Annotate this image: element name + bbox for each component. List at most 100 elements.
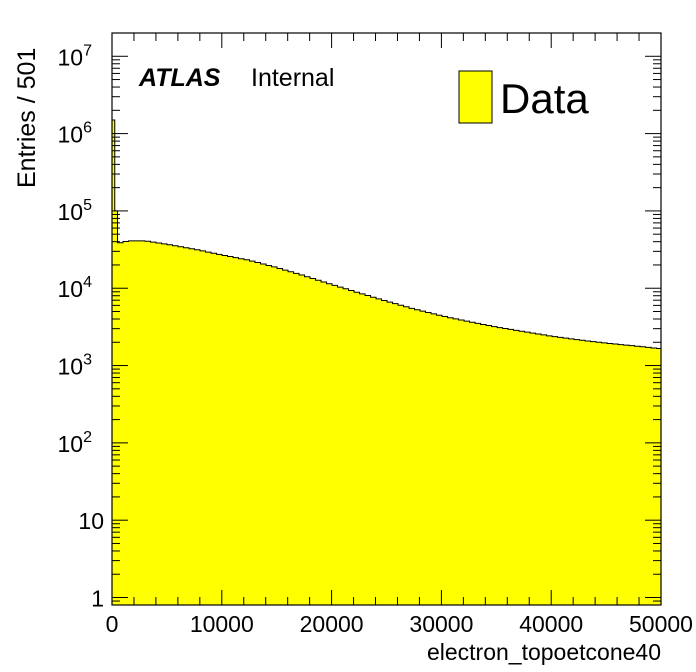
histogram-bin — [612, 344, 619, 605]
histogram-bin — [447, 317, 454, 605]
histogram-bin — [178, 246, 185, 605]
histogram-bin — [233, 257, 240, 605]
histogram-bin — [128, 240, 135, 605]
histogram-bin — [656, 348, 662, 605]
histogram-bin — [260, 263, 267, 605]
histogram-bin — [112, 119, 116, 605]
histogram-bin — [370, 297, 377, 605]
y-tick-label: 10 — [78, 508, 104, 534]
x-axis-label: electron_topoetcone40 — [427, 639, 661, 665]
histogram-bin — [299, 275, 306, 605]
histogram-bin — [601, 342, 608, 605]
atlas-label-bold: ATLAS — [138, 64, 221, 92]
histogram-bin — [194, 249, 201, 605]
y-tick-label: 105 — [58, 197, 93, 225]
histogram-bin — [623, 345, 630, 605]
histogram-bin — [458, 320, 465, 605]
histogram-bin — [216, 254, 223, 605]
histogram-bin — [497, 327, 504, 605]
atlas-label-normal: Internal — [251, 64, 334, 92]
histogram-bin — [354, 292, 361, 605]
legend-entry-data: Data — [500, 75, 589, 122]
x-tick-label: 30000 — [409, 611, 473, 637]
histogram-bin — [189, 248, 196, 606]
histogram-bin — [453, 318, 460, 605]
histogram-bin — [486, 325, 493, 605]
histogram-bin — [304, 276, 311, 605]
x-tick-label: 50000 — [629, 611, 693, 637]
histogram-bin — [161, 243, 168, 605]
histogram-bin — [326, 283, 333, 605]
histogram-bin — [579, 340, 586, 605]
histogram-bin — [277, 268, 284, 605]
histogram-bin — [574, 339, 581, 605]
histogram-bin — [150, 242, 157, 605]
histogram-bin — [640, 346, 647, 605]
histogram-bin — [183, 247, 190, 605]
histogram-bin — [414, 309, 421, 605]
histogram-bin — [117, 242, 124, 605]
axis-ticks — [111, 32, 662, 605]
histogram-bin — [134, 240, 141, 605]
histogram-bin — [557, 337, 564, 605]
histogram-bin — [282, 270, 289, 605]
histogram-bin — [508, 329, 515, 605]
histogram-bin — [491, 326, 498, 605]
histogram-bin — [585, 340, 592, 605]
histogram-bin — [266, 265, 273, 605]
histogram-bin — [139, 240, 146, 605]
histogram-bin — [211, 253, 218, 606]
x-tick-labels: 0 10000 20000 30000 40000 50000 — [106, 611, 693, 637]
histogram-bin — [480, 324, 487, 605]
histogram-bin — [530, 333, 537, 605]
histogram-bin — [227, 256, 234, 605]
histogram-bin — [200, 250, 207, 605]
histogram-bin — [348, 290, 355, 605]
histogram-bin — [249, 261, 256, 605]
atlas-label: ATLAS Internal — [138, 64, 334, 92]
y-axis-label: Entries / 501 — [13, 48, 41, 188]
x-tick-label: 10000 — [190, 611, 254, 637]
y-tick-label: 102 — [58, 429, 93, 457]
histogram-bin — [398, 305, 405, 605]
histogram-bin — [288, 271, 295, 605]
histogram-bin — [205, 252, 212, 605]
histogram-bin — [425, 312, 432, 605]
histogram-bin — [651, 347, 658, 605]
histogram-bin — [464, 321, 471, 605]
histogram-bin — [442, 316, 449, 605]
y-tick-labels: 1 10 102 103 104 105 106 107 — [58, 42, 105, 611]
histogram-bin — [403, 306, 410, 605]
histogram-bin — [475, 323, 482, 605]
histogram-bin — [618, 344, 625, 605]
histogram-bin — [343, 288, 350, 605]
x-tick-label: 40000 — [519, 611, 583, 637]
histogram-bin — [365, 295, 372, 605]
histogram-bin — [255, 262, 262, 605]
histogram-bin — [563, 338, 570, 605]
histogram-bin — [145, 241, 152, 605]
histogram-bin — [524, 332, 531, 605]
histogram-bin — [409, 308, 416, 605]
histogram-bin — [293, 273, 300, 605]
histogram-bin — [167, 244, 174, 605]
histogram-bin — [156, 243, 163, 606]
histogram-bin — [114, 210, 119, 605]
histogram-bin — [381, 300, 388, 605]
legend-swatch — [458, 70, 493, 124]
histogram-bin — [337, 287, 344, 605]
histogram-bin — [568, 338, 575, 605]
y-tick-label: 103 — [58, 352, 93, 380]
histogram-bin — [315, 280, 322, 605]
x-tick-label: 20000 — [300, 611, 364, 637]
histogram-bin — [376, 298, 383, 605]
histogram-bin — [634, 346, 641, 605]
histogram-bin — [645, 347, 652, 605]
histogram-bin — [321, 281, 328, 605]
histogram-bin — [310, 278, 317, 605]
y-tick-label: 1 — [91, 586, 104, 612]
histogram-bin — [359, 293, 366, 605]
histogram-bin — [552, 336, 559, 605]
histogram-bin — [535, 334, 542, 605]
